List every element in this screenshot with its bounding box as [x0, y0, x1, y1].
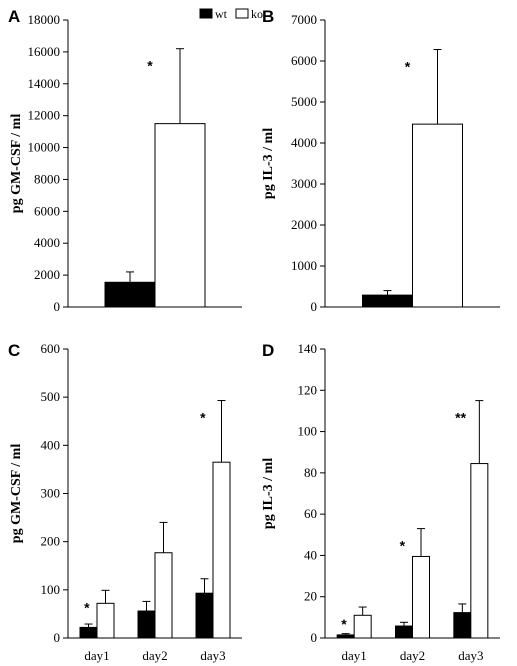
y-tick-label: 40 — [304, 547, 317, 562]
bar-wt — [195, 592, 214, 639]
significance-marker: ** — [455, 410, 466, 426]
panel-label: C — [8, 341, 20, 360]
y-tick-label: 18000 — [28, 12, 61, 27]
y-tick-label: 7000 — [291, 12, 317, 27]
significance-marker: * — [341, 616, 347, 632]
y-tick-label: 16000 — [28, 44, 61, 59]
panel-label: A — [8, 7, 20, 26]
legend: wt ko — [199, 7, 263, 21]
y-tick-label: 400 — [41, 437, 61, 452]
legend-label-wt: wt — [215, 7, 228, 21]
legend-swatch-wt — [199, 8, 213, 19]
y-tick-label: 12000 — [28, 108, 61, 123]
y-tick-label: 500 — [41, 389, 61, 404]
y-tick-label: 4000 — [291, 135, 317, 150]
significance-marker: * — [84, 599, 90, 615]
bar-ko — [470, 463, 489, 639]
bar-ko — [96, 602, 115, 639]
y-axis-label: pg GM-CSF / ml — [9, 444, 24, 544]
significance-marker: * — [400, 538, 406, 554]
bar-wt — [104, 281, 156, 308]
y-tick-label: 5000 — [291, 94, 317, 109]
x-tick-label: day1 — [342, 648, 367, 663]
y-tick-label: 80 — [304, 465, 317, 480]
panel-label: D — [262, 341, 274, 360]
y-tick-label: 100 — [41, 582, 61, 597]
panel-a: A 0 2000 4000 6000 8000 10000 12000 14000 16000 18… — [8, 7, 242, 314]
y-tick-label: 6000 — [291, 53, 317, 68]
panel-d: D 0 20 40 60 80 100 120 140 pg IL-3 / ml * day1 * day… — [261, 341, 500, 663]
bar-wt — [137, 610, 156, 639]
y-tick-label: 100 — [298, 424, 318, 439]
y-tick-label: 2000 — [291, 217, 317, 232]
y-axis-label: pg GM-CSF / ml — [9, 114, 24, 214]
y-tick-label: 0 — [311, 299, 318, 314]
y-tick-label: 600 — [41, 341, 61, 356]
bar-wt — [395, 625, 413, 639]
panel-b: B 0 1000 2000 3000 4000 5000 6000 7000 pg IL-3 / … — [261, 7, 500, 314]
y-axis-label: pg IL-3 / ml — [261, 458, 276, 529]
bar-ko — [154, 552, 173, 639]
bar-wt — [362, 294, 413, 308]
significance-marker: * — [405, 59, 411, 75]
x-tick-label: day3 — [458, 648, 483, 663]
y-tick-label: 200 — [41, 534, 61, 549]
x-tick-label: day2 — [142, 648, 167, 663]
bar-ko — [212, 461, 231, 639]
x-tick-label: day3 — [200, 648, 225, 663]
significance-marker: * — [147, 58, 153, 74]
y-tick-label: 300 — [41, 486, 61, 501]
y-tick-label: 0 — [311, 630, 318, 645]
bar-ko — [353, 614, 372, 639]
y-tick-label: 0 — [54, 630, 61, 645]
y-tick-label: 14000 — [28, 76, 61, 91]
bar-ko — [412, 555, 430, 639]
y-tick-label: 140 — [298, 341, 318, 356]
y-tick-label: 120 — [298, 382, 318, 397]
legend-swatch-ko — [235, 8, 249, 19]
y-tick-label: 6000 — [34, 203, 60, 218]
panel-label: B — [262, 7, 274, 26]
y-tick-label: 8000 — [34, 171, 60, 186]
y-tick-label: 2000 — [34, 267, 60, 282]
y-tick-label: 10000 — [28, 140, 61, 155]
legend-label-ko: ko — [251, 7, 263, 21]
y-tick-label: 0 — [54, 299, 61, 314]
bar-wt — [453, 612, 472, 639]
bar-ko — [154, 123, 206, 308]
y-tick-label: 4000 — [34, 235, 60, 250]
y-tick-label: 60 — [304, 506, 317, 521]
y-tick-label: 1000 — [291, 258, 317, 273]
y-axis-label: pg IL-3 / ml — [261, 128, 276, 199]
y-tick-label: 20 — [304, 589, 317, 604]
panel-c: C 0 100 200 300 400 500 600 pg GM-CSF / ml * day1 d… — [8, 341, 242, 663]
bar-wt — [336, 634, 355, 639]
x-tick-label: day1 — [84, 648, 109, 663]
y-tick-label: 3000 — [291, 176, 317, 191]
significance-marker: * — [200, 410, 206, 426]
x-tick-label: day2 — [400, 648, 425, 663]
bar-wt — [79, 626, 98, 639]
bar-ko — [412, 123, 463, 308]
